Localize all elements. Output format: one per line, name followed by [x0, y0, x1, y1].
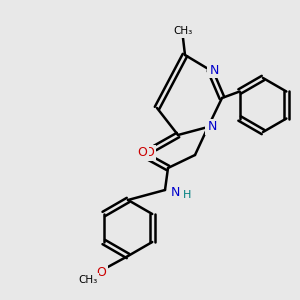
- Text: N: N: [170, 187, 180, 200]
- Text: O: O: [137, 146, 147, 160]
- Text: O: O: [144, 146, 154, 160]
- Text: N: N: [207, 121, 217, 134]
- Text: O: O: [96, 266, 106, 278]
- Text: H: H: [183, 190, 191, 200]
- Text: N: N: [209, 64, 219, 76]
- Text: CH₃: CH₃: [78, 275, 98, 285]
- Text: CH₃: CH₃: [173, 26, 193, 36]
